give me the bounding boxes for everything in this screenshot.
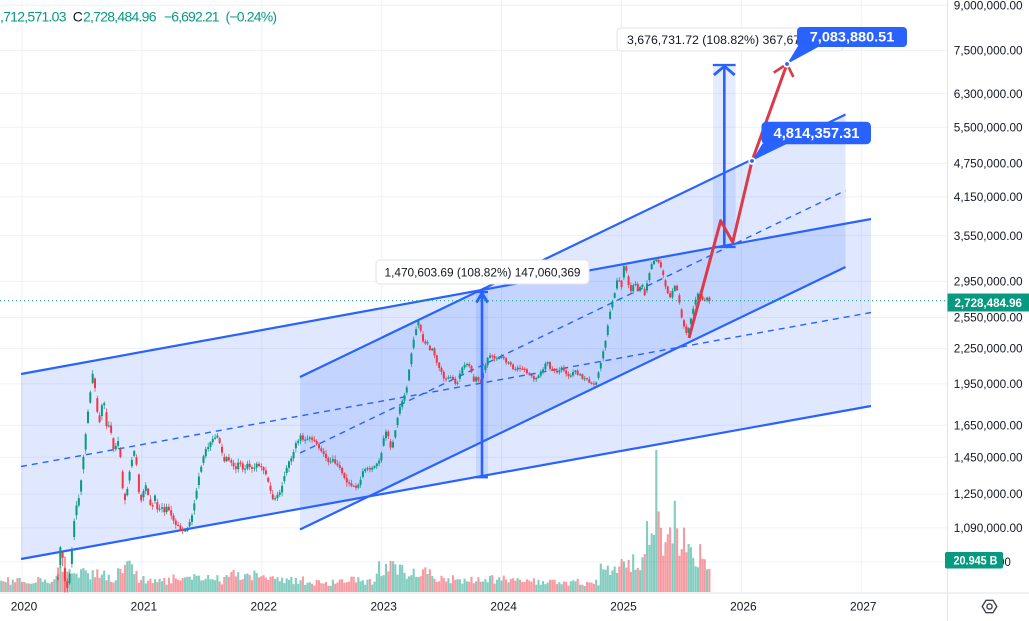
svg-text:1,250,000.00: 1,250,000.00 <box>954 489 1023 501</box>
svg-text:2,250,000.00: 2,250,000.00 <box>954 344 1023 356</box>
svg-text:2024: 2024 <box>490 600 517 614</box>
svg-text:6,300,000.00: 6,300,000.00 <box>954 89 1023 101</box>
svg-text:2027: 2027 <box>850 600 877 614</box>
svg-text:1,650,000.00: 1,650,000.00 <box>954 420 1023 432</box>
svg-text:2021: 2021 <box>131 600 158 614</box>
svg-text:20.945 B: 20.945 B <box>954 556 998 568</box>
svg-text:2022: 2022 <box>251 600 278 614</box>
svg-text:1,470,603.69 (108.82%) 147,060: 1,470,603.69 (108.82%) 147,060,369 <box>385 266 581 280</box>
svg-text:2025: 2025 <box>610 600 637 614</box>
svg-text:4,814,357.31: 4,814,357.31 <box>774 126 860 142</box>
svg-text:7,083,880.51: 7,083,880.51 <box>810 29 895 45</box>
svg-text:9,000,000.00: 9,000,000.00 <box>954 1 1023 13</box>
svg-text:C: C <box>73 9 83 25</box>
svg-text:3,550,000.00: 3,550,000.00 <box>954 231 1023 243</box>
svg-text:3,676,731.72 (108.82%) 367,673: 3,676,731.72 (108.82%) 367,673,172 <box>627 33 831 47</box>
svg-text:5,500,000.00: 5,500,000.00 <box>954 122 1023 134</box>
svg-text:2,728,484.96: 2,728,484.96 <box>83 9 157 25</box>
svg-text:1,090,000.00: 1,090,000.00 <box>954 523 1023 535</box>
svg-text:2026: 2026 <box>730 600 757 614</box>
svg-text:2,950,000.00: 2,950,000.00 <box>954 277 1023 289</box>
svg-text:2,550,000.00: 2,550,000.00 <box>954 313 1023 325</box>
svg-text:2,728,484.96: 2,728,484.96 <box>955 296 1023 310</box>
svg-text:(−0.24%): (−0.24%) <box>226 9 278 25</box>
svg-text:−6,692.21: −6,692.21 <box>164 9 220 25</box>
svg-text:4,750,000.00: 4,750,000.00 <box>954 159 1023 171</box>
svg-text:1,950,000.00: 1,950,000.00 <box>954 379 1023 391</box>
svg-text:,712,571.03: ,712,571.03 <box>0 9 67 25</box>
svg-text:7,500,000.00: 7,500,000.00 <box>954 46 1023 58</box>
svg-text:1,450,000.00: 1,450,000.00 <box>954 452 1023 464</box>
svg-text:4,150,000.00: 4,150,000.00 <box>954 192 1023 204</box>
svg-text:2020: 2020 <box>11 600 38 614</box>
svg-text:2023: 2023 <box>370 600 397 614</box>
